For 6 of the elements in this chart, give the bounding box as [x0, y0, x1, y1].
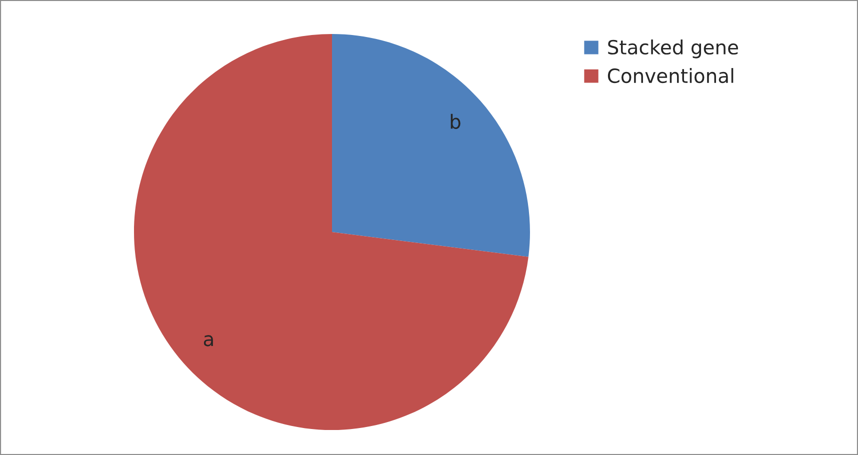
text: a — [204, 335, 213, 346]
legend-label: Stacked gene — [608, 40, 738, 58]
pie-slice — [134, 34, 528, 430]
pie-slice — [332, 34, 530, 257]
text: b — [450, 114, 460, 129]
legend-label: Conventional — [608, 68, 734, 84]
